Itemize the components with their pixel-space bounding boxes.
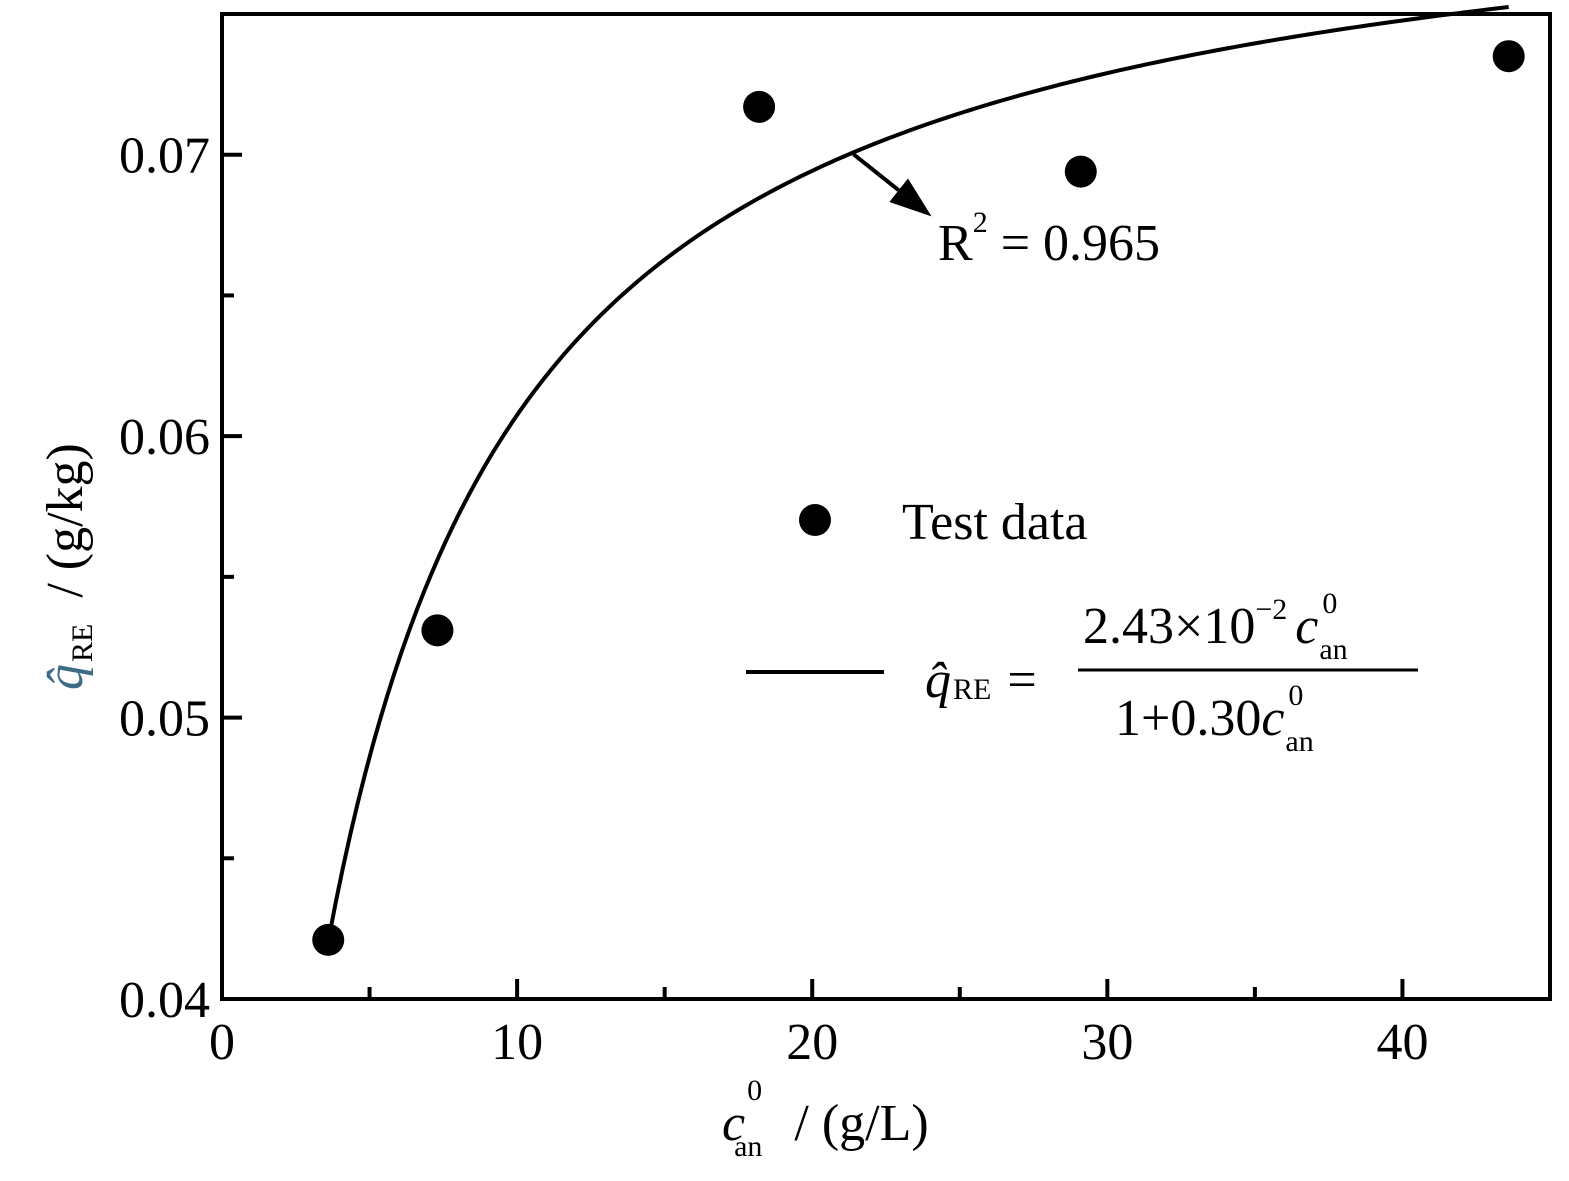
y-axis-subscript: RE bbox=[66, 624, 99, 662]
data-point bbox=[1064, 155, 1097, 188]
eq-den-subscript: an bbox=[1285, 725, 1313, 758]
y-tick-label: 0.07 bbox=[119, 128, 210, 185]
x-axis-unit: / (g/L) bbox=[794, 1095, 928, 1152]
annotation-arrow-head bbox=[889, 178, 932, 217]
data-point bbox=[1492, 40, 1525, 73]
legend: Test data q̂RE = 2.43×10−2 c 0 an 1+0.30c 0 an bbox=[746, 494, 1418, 758]
y-axis-unit: / (g/kg) bbox=[37, 443, 94, 598]
legend-points-label: Test data bbox=[902, 494, 1088, 551]
annotation-text: R2 = 0.965 bbox=[938, 206, 1160, 272]
eq-num-exponent: −2 bbox=[1255, 593, 1287, 626]
y-tick-label: 0.06 bbox=[119, 409, 210, 466]
x-tick-label: 20 bbox=[786, 1014, 838, 1071]
data-point bbox=[312, 923, 345, 956]
eq-equals: = bbox=[1007, 652, 1036, 709]
legend-marker bbox=[799, 504, 831, 536]
x-tick-label: 40 bbox=[1376, 1014, 1428, 1071]
legend-equation-numerator: 2.43×10−2 c 0 an bbox=[1083, 587, 1348, 666]
y-axis-symbol: q̂ bbox=[37, 664, 94, 690]
eq-den-superscript: 0 bbox=[1288, 679, 1303, 712]
r-squared-annotation: R2 = 0.965 bbox=[852, 152, 1160, 272]
y-tick-label: 0.04 bbox=[119, 972, 210, 1029]
x-tick-label: 10 bbox=[491, 1014, 543, 1071]
plot-frame bbox=[220, 12, 1552, 1001]
eq-num-subscript: an bbox=[1319, 633, 1347, 666]
legend-equation-denominator: 1+0.30c 0 an bbox=[1115, 679, 1314, 758]
x-axis-label: c0 an / (g/L) bbox=[722, 1074, 929, 1163]
y-tick-label: 0.05 bbox=[119, 691, 210, 748]
annotation-suffix: = 0.965 bbox=[988, 215, 1160, 272]
data-points bbox=[312, 40, 1525, 956]
eq-den-symbol: c bbox=[1261, 690, 1284, 747]
fit-curve bbox=[326, 5, 1509, 942]
eq-lhs-symbol: q̂ bbox=[925, 652, 951, 709]
x-axis-subscript: an bbox=[734, 1130, 762, 1163]
annotation-superscript: 2 bbox=[973, 206, 988, 239]
x-axis-superscript: 0 bbox=[747, 1074, 762, 1107]
legend-equation-lhs: q̂RE = bbox=[925, 652, 1037, 709]
eq-den-prefix: 1+0.30 bbox=[1115, 690, 1261, 747]
x-tick-label: 30 bbox=[1081, 1014, 1133, 1071]
tick-labels: 0 10 20 30 400.040.050.060.07 bbox=[119, 128, 1428, 1071]
annotation-arrow-shaft bbox=[852, 152, 900, 192]
ticks bbox=[220, 152, 1405, 1001]
data-point bbox=[421, 614, 454, 647]
annotation-prefix: R bbox=[938, 215, 973, 272]
eq-num-symbol: c bbox=[1295, 598, 1318, 655]
eq-lhs-subscript: RE bbox=[953, 673, 991, 706]
x-axis-symbol: c bbox=[722, 1095, 745, 1152]
eq-num-prefix: 2.43×10 bbox=[1083, 598, 1255, 655]
data-point bbox=[743, 90, 776, 123]
y-axis-label: q̂RE / (g/kg) bbox=[37, 443, 99, 690]
eq-num-superscript: 0 bbox=[1322, 587, 1337, 620]
x-tick-label: 0 bbox=[209, 1014, 235, 1071]
